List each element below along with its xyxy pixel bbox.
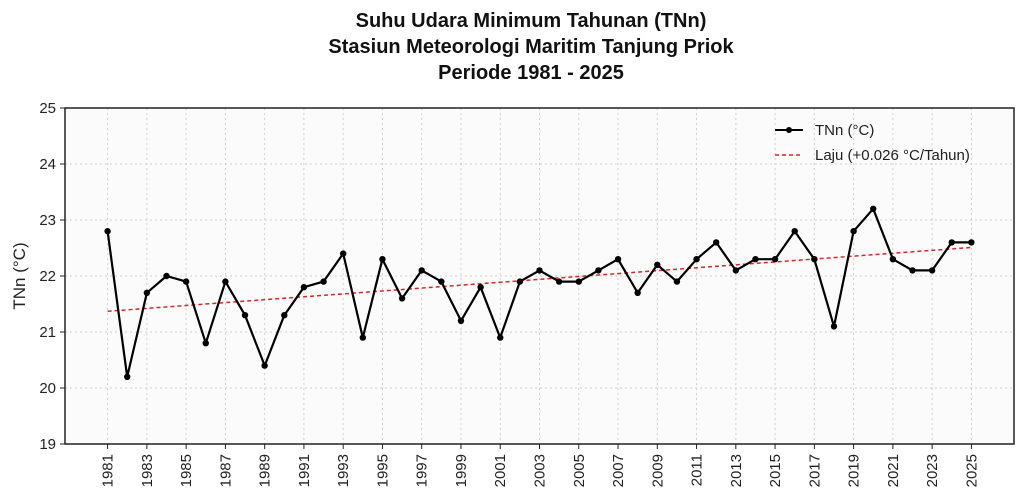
- legend-tnn-marker: [786, 127, 792, 133]
- tnn-point-1993: [339, 250, 347, 257]
- x-tick-label: 1999: [453, 454, 470, 487]
- legend-tnn-label: TNn (°C): [815, 122, 874, 139]
- x-tick-label: 2017: [806, 454, 823, 487]
- tnn-point-1983: [143, 289, 151, 296]
- y-axis-label: TNn (°C): [10, 242, 29, 309]
- tnn-point-2008: [634, 289, 641, 296]
- chart-title-line-1: Suhu Udara Minimum Tahunan (TNn): [356, 10, 707, 32]
- chart-title-line-2: Stasiun Meteorologi Maritim Tanjung Prio…: [328, 36, 734, 58]
- y-tick-label: 19: [39, 436, 56, 453]
- tnn-point-2020: [870, 205, 877, 212]
- tnn-point-1995: [379, 256, 386, 263]
- tnn-point-2021: [889, 256, 897, 263]
- tnn-point-2022: [909, 267, 916, 274]
- x-tick-label: 2001: [492, 454, 509, 487]
- tnn-point-2014: [752, 256, 759, 263]
- x-tick-label: 2005: [571, 454, 588, 487]
- x-tick-label: 1985: [178, 454, 195, 487]
- tnn-point-2023: [928, 267, 936, 274]
- x-tick-label: 1981: [100, 454, 117, 487]
- tnn-point-2003: [536, 267, 543, 274]
- y-tick-label: 20: [39, 380, 56, 397]
- y-axis: 19 20 21 22 23 24 25: [39, 100, 65, 453]
- x-tick-label: 1995: [374, 454, 391, 487]
- y-tick-label: 25: [39, 100, 56, 117]
- tnn-point-2007: [614, 256, 622, 263]
- tnn-point-1987: [222, 278, 229, 285]
- tnn-point-2002: [516, 278, 524, 285]
- tnn-point-2001: [497, 334, 504, 341]
- tnn-point-2000: [477, 284, 484, 291]
- tnn-point-1998: [438, 278, 445, 285]
- tnn-point-2019: [850, 228, 857, 235]
- x-tick-label: 2011: [689, 454, 706, 486]
- tnn-point-1996: [398, 295, 406, 302]
- y-tick-label: 22: [39, 268, 56, 285]
- tnn-point-1988: [241, 312, 249, 319]
- legend-trend-label: Laju (+0.026 °C/Tahun): [815, 147, 970, 164]
- x-tick-label: 2019: [846, 454, 863, 487]
- y-tick-label: 21: [39, 324, 56, 341]
- x-tick-label: 1987: [217, 454, 234, 487]
- tnn-point-1986: [202, 340, 209, 347]
- tnn-series: [104, 205, 975, 380]
- x-tick-label: 2007: [610, 454, 627, 487]
- tnn-point-2010: [673, 278, 681, 285]
- legend: TNn (°C) Laju (+0.026 °C/Tahun): [775, 122, 970, 164]
- tnn-point-2013: [732, 267, 740, 274]
- tnn-point-1985: [182, 278, 190, 285]
- tnn-point-2004: [555, 278, 563, 285]
- x-tick-label: 1983: [139, 454, 156, 487]
- tnn-point-1994: [359, 334, 367, 341]
- tnn-point-2009: [654, 261, 661, 268]
- tnn-point-1981: [104, 228, 111, 235]
- x-tick-label: 2025: [963, 454, 980, 487]
- x-tick-label: 2023: [924, 454, 941, 487]
- tnn-point-2011: [693, 256, 700, 263]
- x-tick-label: 1991: [296, 454, 313, 487]
- y-tick-label: 24: [39, 156, 56, 173]
- chart-title-line-3: Periode 1981 - 2025: [438, 62, 624, 84]
- x-tick-label: 2003: [532, 454, 549, 487]
- x-tick-label: 2015: [767, 454, 784, 487]
- x-tick-label: 1993: [335, 454, 352, 487]
- tnn-point-1992: [320, 278, 327, 285]
- x-axis: 1981 1983 1985 1987 1989 1991 1993 1995 1997 1999…: [100, 444, 980, 487]
- tnn-point-2016: [791, 228, 798, 235]
- tnn-point-1990: [281, 312, 288, 319]
- tnn-point-2017: [811, 256, 818, 263]
- tnn-point-1984: [163, 272, 170, 280]
- tnn-point-2024: [948, 239, 955, 246]
- tnn-point-1999: [457, 317, 465, 324]
- trend-line: [107, 246, 972, 313]
- tnn-point-2018: [830, 323, 838, 330]
- x-tick-label: 2009: [649, 454, 666, 487]
- x-tick-label: 2021: [885, 454, 902, 487]
- x-tick-label: 1997: [414, 454, 431, 487]
- tnn-point-1989: [261, 362, 268, 369]
- tnn-point-2015: [771, 256, 779, 263]
- x-tick-label: 2013: [728, 454, 745, 487]
- tnn-point-2005: [575, 278, 582, 285]
- tnn-point-1997: [418, 267, 425, 274]
- trend-line-series: [107, 246, 972, 313]
- x-tick-label: 1989: [257, 454, 274, 487]
- tnn-point-2012: [712, 239, 720, 246]
- tnn-point-1982: [124, 373, 131, 380]
- y-tick-label: 23: [39, 212, 56, 229]
- tnn-point-2006: [595, 267, 602, 274]
- tnn-point-1991: [300, 284, 308, 291]
- tnn-point-2025: [968, 239, 975, 246]
